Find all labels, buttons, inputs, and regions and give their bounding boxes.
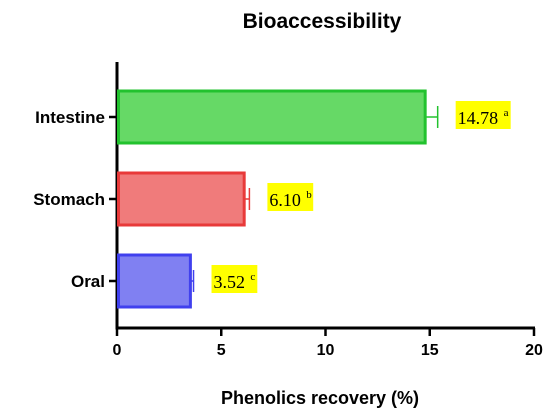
data-label-superscript: c (250, 271, 255, 283)
bar (117, 89, 427, 145)
bar (117, 253, 192, 309)
x-tick-label: 0 (113, 342, 122, 359)
chart-title: Bioaccessibility (243, 10, 402, 33)
data-label: 3.52 (214, 272, 246, 292)
bar (117, 171, 246, 227)
data-label-highlight (455, 101, 511, 129)
data-label-superscript: b (306, 189, 312, 201)
x-tick-label: 10 (317, 342, 335, 359)
x-tick-label: 15 (421, 342, 439, 359)
category-label: Oral (71, 272, 105, 291)
x-axis-title: Phenolics recovery (%) (221, 388, 419, 408)
data-label-superscript: a (504, 107, 509, 119)
data-label: 14.78 (458, 108, 499, 128)
x-tick-label: 5 (217, 342, 226, 359)
plot-area: 0 5 10 15 20 Intestine 14.78 a Stomach 6.10 b Oral 3… (33, 62, 543, 359)
data-label-highlight (211, 265, 258, 293)
category-label: Intestine (35, 108, 105, 127)
x-tick-label: 20 (525, 342, 543, 359)
data-label: 6.10 (269, 190, 301, 210)
data-label-highlight (267, 183, 314, 211)
category-label: Stomach (33, 190, 105, 209)
